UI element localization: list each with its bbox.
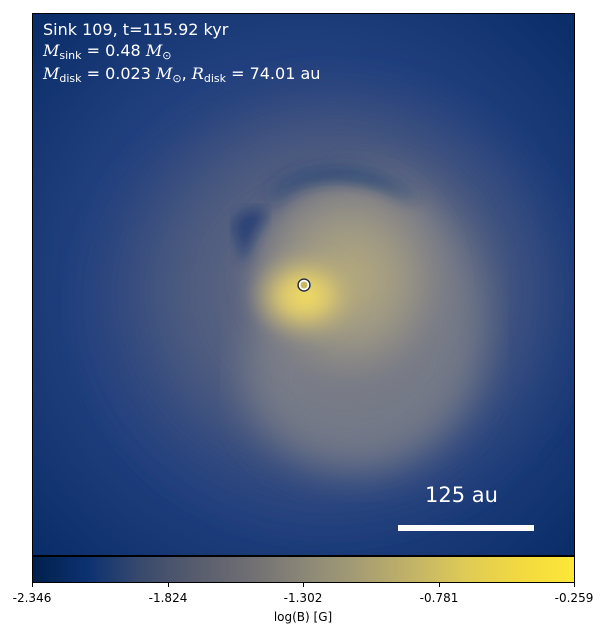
field-image <box>33 14 574 555</box>
scalebar-label: 125 au <box>425 483 498 507</box>
colorbar-tick <box>32 583 33 587</box>
scalebar <box>398 525 534 531</box>
colorbar-tick-label: -0.259 <box>554 591 594 605</box>
disk-radius-value: 74.01 <box>249 64 296 83</box>
colorbar-tick <box>439 583 440 587</box>
magnetic-field-map <box>32 13 575 556</box>
disk-properties-label: Mdisk = 0.023 M⊙, Rdisk = 74.01 au <box>43 64 321 85</box>
field-structure <box>83 84 574 544</box>
colorbar <box>32 556 575 583</box>
colorbar-tick-label: -2.346 <box>12 591 52 605</box>
colorbar-tick <box>303 583 304 587</box>
sink-mass-label: Msink = 0.48 M⊙ <box>43 41 172 62</box>
colorbar-tick-label: -0.781 <box>419 591 459 605</box>
colorbar-tick-label: -1.302 <box>283 591 323 605</box>
sink-mass-value: 0.48 <box>105 41 141 60</box>
colorbar-label: log(B) [G] <box>273 610 333 624</box>
colorbar-tick <box>168 583 169 587</box>
sink-time-label: Sink 109, t=115.92 kyr <box>43 20 229 39</box>
colorbar-tick <box>574 583 575 587</box>
disk-mass-value: 0.023 <box>105 64 151 83</box>
sink-marker <box>297 278 311 292</box>
disk-radius-unit: au <box>300 64 321 83</box>
colorbar-tick-label: -1.824 <box>148 591 188 605</box>
